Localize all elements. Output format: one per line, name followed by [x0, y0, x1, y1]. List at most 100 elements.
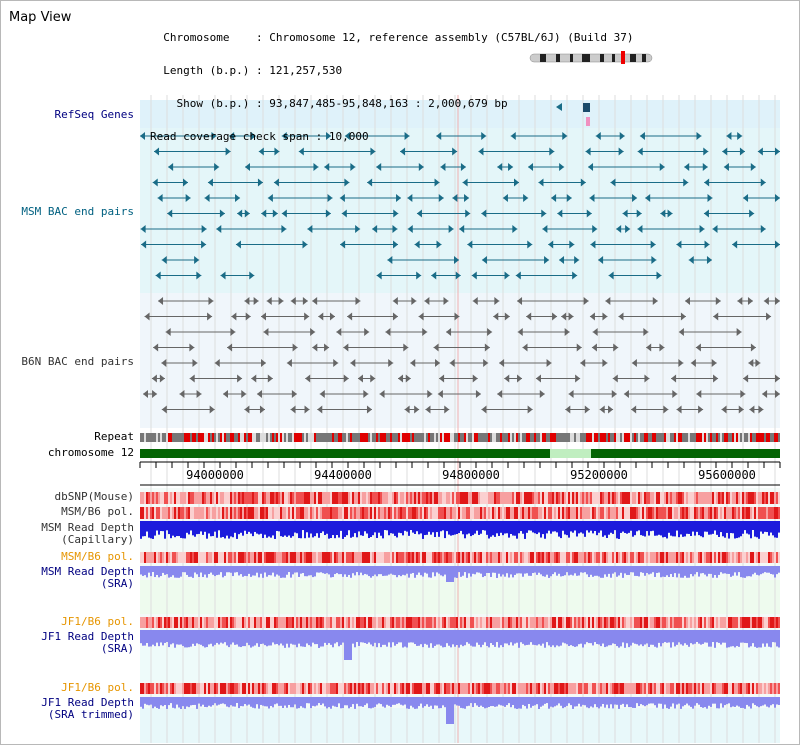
pair-end-arrow [231, 312, 237, 321]
jf1-b6-pol-trimmed-label[interactable]: JF1/B6 pol. [61, 681, 134, 694]
msm-capillary-depth-bar [218, 521, 220, 531]
jf1-trim-pol-heat-cell [584, 683, 586, 694]
jf1-trim-pol-heat-cell [742, 683, 744, 694]
jf1-trim-pol-heat-cell [170, 683, 172, 694]
msm-capillary-depth-bar [680, 521, 682, 535]
jf1-trim-depth-bar [634, 697, 636, 708]
pair-end-arrow [464, 194, 470, 202]
jf1-trim-pol-heat-cell [438, 683, 440, 694]
msm-capillary-depth-bar [546, 521, 548, 534]
msm-b6-pol-heat-cell [512, 507, 514, 519]
repeat-block [372, 433, 374, 442]
msm-b6-pol-label[interactable]: MSM/B6 pol. [61, 505, 134, 518]
msm-sra-depth-bar [778, 566, 780, 573]
msm-capillary-depth-bar [510, 521, 512, 534]
jf1-pol-heat-cell [302, 617, 304, 628]
msm-sra-depth-bar [396, 566, 398, 578]
msm-b6-pol-heat-cell [488, 507, 490, 519]
msm-capillary-depth-bar [246, 521, 248, 534]
jf1-trim-depth-bar [312, 697, 314, 706]
msm-b6-pol-heat-cell [374, 507, 376, 519]
msm-sra-depth-bar [726, 566, 728, 574]
pair-end-arrow [749, 209, 755, 218]
msm-capillary-depth-bar [370, 521, 372, 537]
msm-sra-depth-bar [204, 566, 206, 575]
msm-capillary-depth-bar [240, 521, 242, 533]
msm-sra-depth-bar [178, 566, 180, 578]
jf1-sra-depth-bar [640, 630, 642, 645]
msm-sra-pol-heat-cell [426, 552, 428, 563]
msm-capillary-depth-bar [604, 521, 606, 536]
jf1-pol-heat-cell [756, 617, 758, 628]
jf1-trim-depth-bar [480, 697, 482, 706]
msm-b6-pol-heat-cell [524, 507, 526, 519]
dbsnp-heat-cell [678, 492, 680, 504]
pair-end-arrow [424, 297, 430, 305]
pair-end-arrow [732, 240, 738, 249]
repeat-block [636, 433, 638, 442]
msm-b6-pol-heat-cell [696, 507, 698, 519]
msm-capillary-depth-bar [472, 521, 474, 536]
jf1-sra-depth-bar [318, 630, 320, 648]
dbsnp-heat-cell [478, 492, 480, 504]
jf1-depth-sra-label[interactable]: JF1 Read Depth (SRA) [41, 631, 134, 655]
msm-sra-pol-heat-cell [750, 552, 752, 563]
pair-end-arrow [475, 390, 481, 398]
msm-sra-depth-bar [402, 566, 404, 575]
pair-end-arrow [775, 297, 780, 305]
repeat-block [498, 433, 500, 442]
msm-sra-depth-bar [634, 566, 636, 576]
msm-b6-pol-heat-cell [384, 507, 386, 519]
msm-capillary-depth-bar [626, 521, 628, 534]
msm-capillary-depth-bar [622, 521, 624, 532]
dbsnp-heat-cell [384, 492, 386, 504]
jf1-pol-heat-cell [362, 617, 364, 628]
refseq-genes-label[interactable]: RefSeq Genes [54, 108, 134, 121]
msm-sra-depth-bar [366, 566, 368, 575]
msm-capillary-depth-bar [270, 521, 272, 538]
repeat-block [724, 433, 726, 442]
msm-sra-pol-heat-cell [694, 552, 696, 563]
jf1-trim-pol-heat-cell [764, 683, 766, 694]
jf1-trim-depth-bar [708, 697, 710, 706]
dbsnp-heat-cell [240, 492, 242, 504]
jf1-sra-depth-bar [568, 630, 570, 647]
msm-capillary-depth-bar [342, 521, 344, 539]
jf1-trim-depth-bar [228, 697, 230, 708]
jf1-trim-pol-heat-cell [552, 683, 554, 694]
jf1-b6-pol-label[interactable]: JF1/B6 pol. [61, 615, 134, 628]
msm-capillary-depth-bar [422, 521, 424, 539]
msm-bac-label[interactable]: MSM BAC end pairs [21, 205, 134, 218]
pair-end-arrow [695, 343, 701, 352]
jf1-depth-trimmed-label[interactable]: JF1 Read Depth (SRA trimmed) [41, 697, 134, 721]
msm-sra-depth-bar [254, 566, 256, 576]
pair-end-arrow [387, 256, 393, 264]
msm-depth-sra-label[interactable]: MSM Read Depth (SRA) [41, 566, 134, 590]
dbsnp-heat-cell [464, 492, 466, 504]
jf1-trim-depth-bar [366, 697, 368, 704]
jf1-pol-heat-cell [314, 617, 316, 628]
msm-sra-depth-bar [364, 566, 366, 574]
jf1-trim-depth-bar [238, 697, 240, 709]
b6n-bac-label[interactable]: B6N BAC end pairs [21, 355, 134, 368]
jf1-pol-heat-cell [332, 617, 334, 628]
jf1-pol-heat-cell [668, 617, 670, 628]
dbsnp-heat-cell [178, 492, 180, 504]
pair-end-arrow [385, 328, 391, 336]
jf1-pol-heat-cell [582, 617, 584, 628]
jf1-sra-depth-bar [372, 630, 374, 647]
msm-depth-capillary-label[interactable]: MSM Read Depth (Capillary) [41, 522, 134, 546]
pair-end-arrow [637, 225, 643, 233]
jf1-trim-depth-bar [768, 697, 770, 708]
msm-b6-pol-heat-cell [222, 507, 224, 519]
pair-end-arrow [436, 240, 442, 249]
msm-b6-pol-heat-cell [510, 507, 512, 519]
msm-b6-pol-sra-label[interactable]: MSM/B6 pol. [61, 550, 134, 563]
jf1-sra-depth-bar [560, 630, 562, 646]
jf1-trim-depth-bar [584, 697, 586, 706]
jf1-sra-depth-bar [266, 630, 268, 647]
dbsnp-label[interactable]: dbSNP(Mouse) [54, 490, 134, 503]
msm-sra-pol-heat-cell [504, 552, 506, 563]
msm-b6-pol-heat-cell [652, 507, 654, 519]
